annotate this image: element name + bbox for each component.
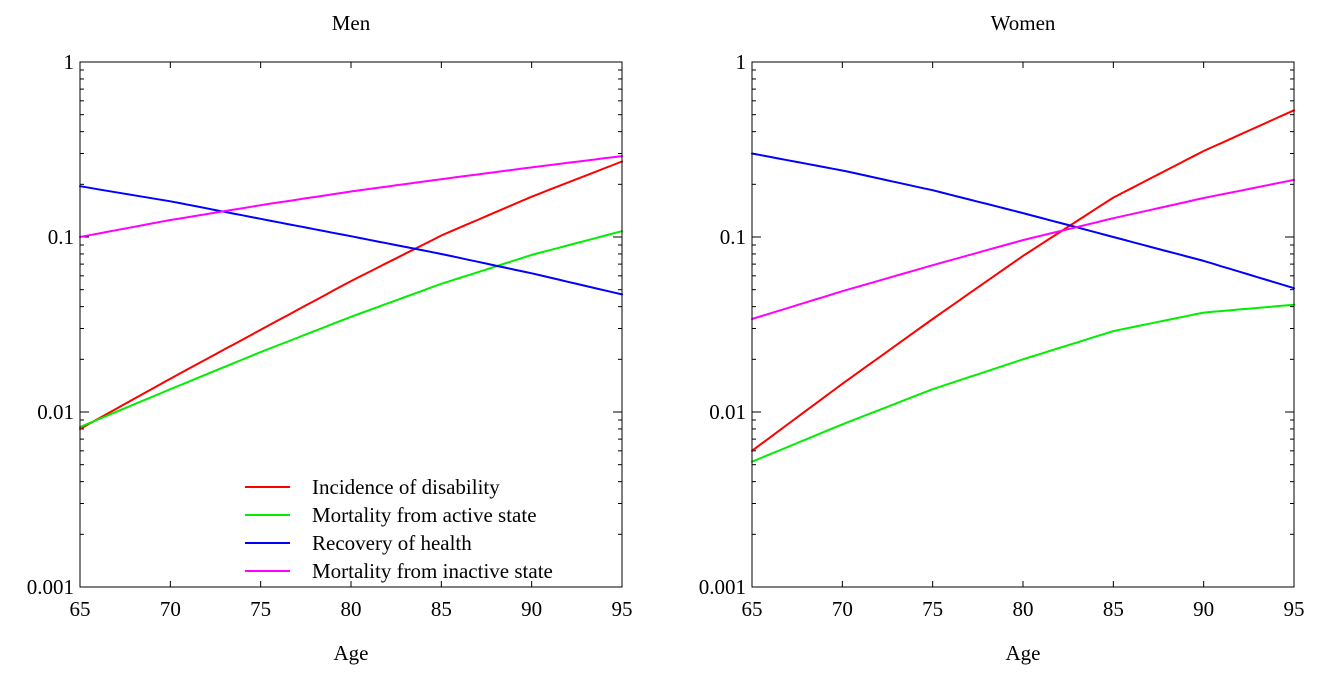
y-tick-label: 0.01 — [709, 400, 746, 424]
x-tick-label: 75 — [922, 597, 943, 621]
legend-label-0: Incidence of disability — [312, 475, 500, 499]
x-tick-label: 65 — [70, 597, 91, 621]
y-tick-label: 0.1 — [720, 225, 746, 249]
x-tick-label: 70 — [832, 597, 853, 621]
y-tick-label: 0.01 — [37, 400, 74, 424]
series-line-0 — [751, 109, 1295, 452]
x-tick-label: 75 — [250, 597, 271, 621]
x-tick-label: 90 — [1193, 597, 1214, 621]
legend-label-3: Mortality from inactive state — [312, 559, 553, 583]
series-line-3 — [751, 178, 1295, 320]
y-tick-label: 1 — [736, 50, 747, 74]
series-line-2 — [751, 152, 1295, 290]
x-tick-label: 90 — [521, 597, 542, 621]
y-tick-label: 0.001 — [699, 575, 746, 599]
x-tick-label: 65 — [742, 597, 763, 621]
x-tick-label: 85 — [431, 597, 452, 621]
chart-panel-men: Men 65 70 75 80 85 90 95 0.001 0.01 0.1 1 Age Inciden… — [27, 11, 633, 665]
x-axis-label: Age — [334, 641, 369, 665]
x-tick-label: 80 — [1013, 597, 1034, 621]
x-tick-label: 70 — [160, 597, 181, 621]
chart-panel-women: Women 65 70 75 80 85 90 95 0.001 0.01 0.1 1 Age — [699, 11, 1305, 665]
x-tick-label: 85 — [1103, 597, 1124, 621]
legend-label-1: Mortality from active state — [312, 503, 537, 527]
series-line-0 — [79, 160, 623, 430]
plot-frame — [751, 61, 1295, 588]
y-tick-label: 0.001 — [27, 575, 74, 599]
x-tick-label: 95 — [612, 597, 633, 621]
chart-title: Women — [991, 11, 1056, 35]
plot-frame — [79, 61, 623, 588]
chart-title: Men — [332, 11, 371, 35]
series-line-3 — [79, 155, 623, 238]
x-tick-label: 80 — [341, 597, 362, 621]
legend-label-2: Recovery of health — [312, 531, 472, 555]
series-line-1 — [751, 303, 1295, 463]
y-tick-label: 1 — [64, 50, 75, 74]
x-tick-label: 95 — [1284, 597, 1305, 621]
x-axis-label: Age — [1006, 641, 1041, 665]
y-tick-label: 0.1 — [48, 225, 74, 249]
series-line-2 — [79, 185, 623, 296]
series-line-1 — [79, 230, 623, 429]
